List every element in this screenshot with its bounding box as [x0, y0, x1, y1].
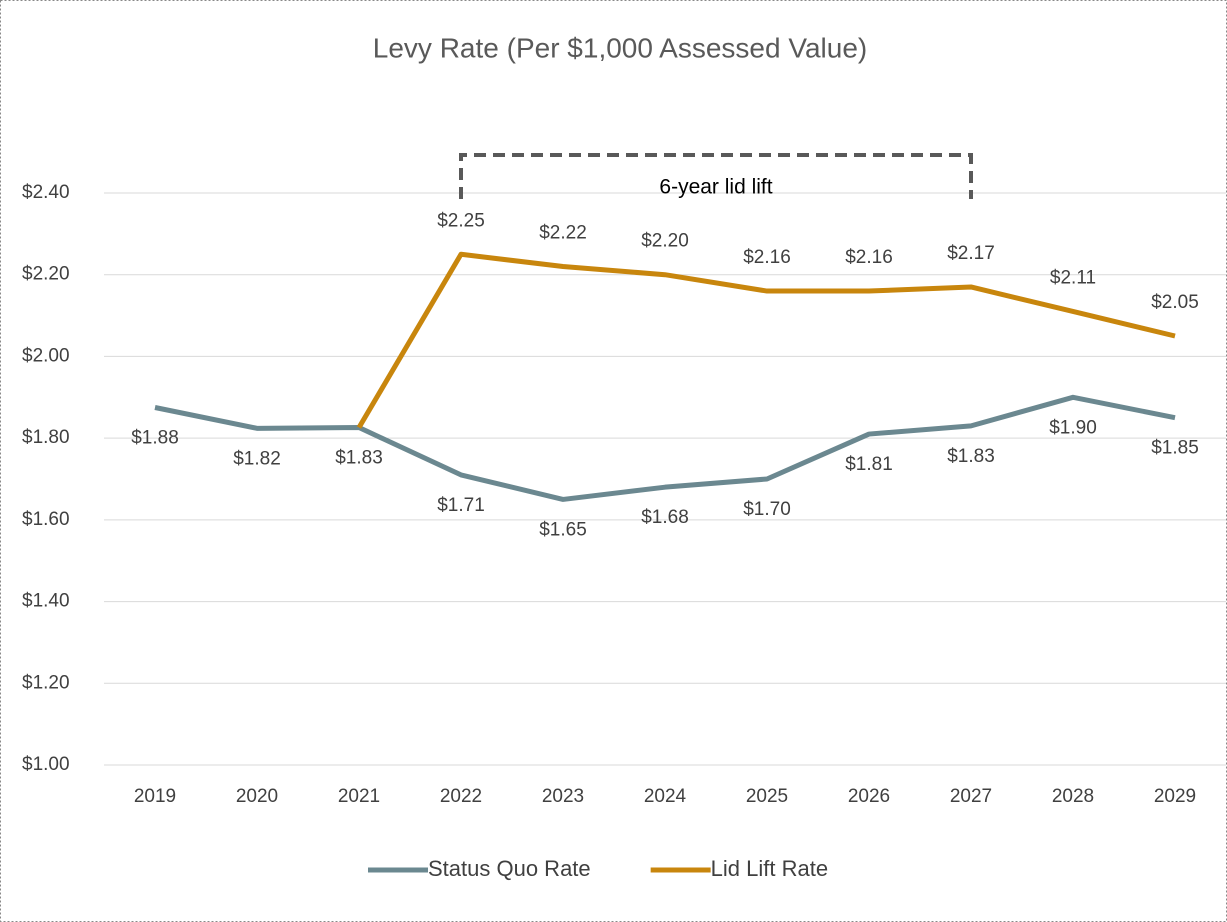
y-tick-label: $2.40	[22, 182, 70, 203]
data-label: $1.90	[1049, 417, 1097, 438]
y-tick-label: $1.00	[22, 754, 70, 775]
chart-title: Levy Rate (Per $1,000 Assessed Value)	[373, 32, 867, 63]
data-label: $2.25	[437, 210, 485, 231]
data-label: $2.16	[845, 247, 893, 268]
data-label: $1.82	[233, 448, 281, 469]
data-label: $2.11	[1050, 268, 1096, 289]
x-tick-label: 2020	[236, 786, 278, 807]
data-label: $2.22	[539, 223, 587, 244]
annotation-bracket	[459, 153, 973, 199]
x-tick-label: 2029	[1154, 786, 1196, 807]
data-label: $1.71	[437, 495, 485, 516]
x-tick-label: 2024	[644, 786, 687, 807]
data-label: $1.81	[845, 454, 893, 475]
data-label: $1.83	[335, 448, 383, 469]
legend-label: Status Quo Rate	[428, 856, 591, 881]
y-tick-label: $1.40	[22, 591, 70, 612]
data-label: $1.65	[539, 519, 587, 540]
x-tick-label: 2027	[950, 786, 992, 807]
data-label: $2.05	[1151, 292, 1199, 313]
x-tick-label: 2025	[746, 786, 788, 807]
y-tick-label: $1.20	[22, 672, 70, 693]
y-tick-label: $1.60	[22, 509, 70, 530]
y-tick-label: $2.00	[22, 345, 70, 366]
x-tick-label: 2026	[848, 786, 890, 807]
data-label: $1.70	[743, 499, 791, 520]
annotation-text: 6-year lid lift	[659, 176, 772, 199]
x-tick-label: 2022	[440, 786, 482, 807]
data-label: $2.16	[743, 247, 791, 268]
data-label: $1.85	[1151, 438, 1199, 459]
x-tick-label: 2019	[134, 786, 176, 807]
data-label: $2.20	[641, 231, 689, 252]
x-tick-label: 2021	[338, 786, 380, 807]
series-line	[154, 394, 1176, 502]
data-label: $1.83	[947, 446, 995, 467]
data-label: $1.68	[641, 507, 689, 528]
legend-label: Lid Lift Rate	[711, 856, 828, 881]
x-tick-label: 2023	[542, 786, 584, 807]
series-line	[356, 251, 1176, 429]
x-tick-label: 2028	[1052, 786, 1094, 807]
data-label: $1.88	[131, 428, 179, 449]
y-tick-label: $2.20	[22, 264, 70, 285]
data-label: $2.17	[947, 243, 995, 264]
y-tick-label: $1.80	[22, 427, 70, 448]
